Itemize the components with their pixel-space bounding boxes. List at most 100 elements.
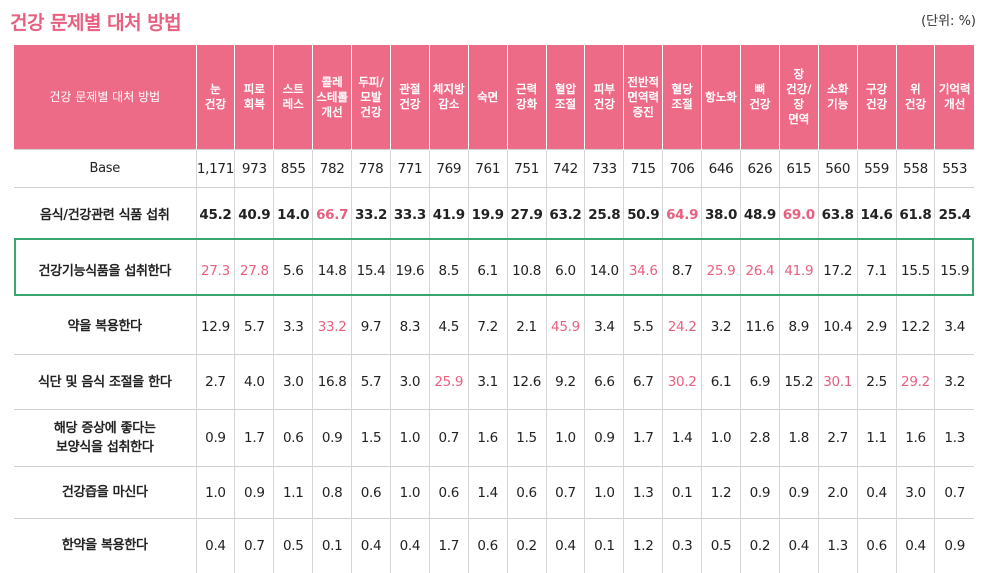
table-cell: 30.1 (817, 354, 858, 410)
table-cell: 4.0 (234, 354, 274, 410)
table-cell: 24.2 (662, 299, 702, 355)
table-cell: 63.2 (545, 187, 585, 243)
table-cell: 7.1 (856, 242, 897, 300)
table-cell: 1,171 (195, 149, 235, 188)
table-cell: 15.2 (778, 354, 819, 410)
table-cell: 69.0 (778, 187, 819, 243)
column-header: 눈 건강 (195, 45, 235, 150)
table-cell: 33.2 (312, 299, 352, 355)
row-label: 식단 및 음식 조절을 한다 (14, 354, 196, 410)
table-cell: 559 (856, 149, 897, 188)
table-cell: 2.7 (195, 354, 235, 410)
table-cell: 5.7 (351, 354, 391, 410)
unit-label: (단위: %) (921, 14, 976, 29)
table-cell: 0.4 (351, 518, 391, 573)
table-cell: 25.8 (584, 187, 624, 243)
table-cell: 3.0 (273, 354, 313, 410)
table-cell: 2.5 (856, 354, 897, 410)
table-cell: 0.7 (234, 518, 274, 573)
table-cell: 2.8 (739, 409, 780, 467)
table-cell: 27.8 (234, 242, 274, 300)
table-cell: 1.3 (817, 518, 858, 573)
table-cell: 1.7 (234, 409, 274, 467)
table-cell: 1.7 (428, 518, 469, 573)
table-cell: 7.2 (467, 299, 508, 355)
table-cell: 16.8 (312, 354, 352, 410)
table-cell: 0.1 (312, 518, 352, 573)
table-row: 약을 복용한다 12.9 5.7 3.3 33.2 9.7 8.3 4.5 7.2 2.1 45.9… (14, 299, 974, 355)
column-header: 근력 강화 (506, 45, 547, 150)
table-cell: 8.5 (428, 242, 469, 300)
table-cell: 1.8 (778, 409, 819, 467)
table-cell: 14.0 (273, 187, 313, 243)
table-cell: 0.6 (506, 466, 547, 519)
column-header: 피부 건강 (584, 45, 624, 150)
column-header: 피로 회복 (234, 45, 274, 150)
table-cell: 0.8 (312, 466, 352, 519)
table-cell: 9.2 (545, 354, 585, 410)
column-header: 기억력 개선 (934, 45, 974, 150)
table-cell: 771 (389, 149, 430, 188)
table-cell: 1.5 (351, 409, 391, 467)
table-cell: 40.9 (234, 187, 274, 243)
table-cell: 8.3 (389, 299, 430, 355)
table-cell: 30.2 (662, 354, 702, 410)
table-cell: 769 (428, 149, 469, 188)
table-cell: 15.4 (351, 242, 391, 300)
table-cell: 25.9 (428, 354, 469, 410)
table-cell: 1.6 (895, 409, 935, 467)
table-cell: 12.6 (506, 354, 547, 410)
table-cell: 761 (467, 149, 508, 188)
table-cell: 6.7 (623, 354, 663, 410)
table-row: 건강기능식품을 섭취한다 27.3 27.8 5.6 14.8 15.4 19.6 8.5 6.… (14, 242, 974, 300)
table-cell: 0.6 (428, 466, 469, 519)
table-cell: 1.6 (467, 409, 508, 467)
column-header: 전반적 면역력 증진 (623, 45, 663, 150)
table-cell: 0.5 (701, 518, 741, 573)
table-cell: 19.9 (467, 187, 508, 243)
table-cell: 0.5 (273, 518, 313, 573)
table-cell: 17.2 (817, 242, 858, 300)
table-cell: 25.9 (701, 242, 741, 300)
table-cell: 33.2 (351, 187, 391, 243)
table-cell: 558 (895, 149, 935, 188)
table-cell: 0.6 (856, 518, 897, 573)
table-row: 건강즙을 마신다 1.0 0.9 1.1 0.8 0.6 1.0 0.6 1.4 0.6 0.7 1.… (14, 466, 974, 519)
table-cell: 0.9 (739, 466, 780, 519)
table-cell: 4.5 (428, 299, 469, 355)
table-cell: 1.5 (506, 409, 547, 467)
table-cell: 0.6 (467, 518, 508, 573)
column-header: 숙면 (467, 45, 508, 150)
table-cell: 3.3 (273, 299, 313, 355)
row-label: 음식/건강관련 식품 섭취 (14, 187, 196, 243)
table-row: 식단 및 음식 조절을 한다 2.7 4.0 3.0 16.8 5.7 3.0 25.9 3.1… (14, 354, 974, 410)
column-header: 관절 건강 (389, 45, 430, 150)
table-cell: 0.4 (778, 518, 819, 573)
table-cell: 1.0 (584, 466, 624, 519)
table-cell: 0.1 (662, 466, 702, 519)
column-header: 뼈 건강 (739, 45, 780, 150)
table-cell: 48.9 (739, 187, 780, 243)
table-cell: 1.1 (273, 466, 313, 519)
column-header: 스트 레스 (273, 45, 313, 150)
table-cell: 6.9 (739, 354, 780, 410)
table-cell: 45.2 (195, 187, 235, 243)
table-cell: 0.4 (389, 518, 430, 573)
table-cell: 5.7 (234, 299, 274, 355)
row-label: 약을 복용한다 (67, 319, 142, 335)
table-cell: 1.7 (623, 409, 663, 467)
table-row: 음식/건강관련 식품 섭취 45.2 40.9 14.0 66.7 33.2 33.3 41.… (14, 187, 974, 243)
table-cell: 3.2 (934, 354, 974, 410)
table-cell: 3.0 (389, 354, 430, 410)
column-header: 혈압 조절 (545, 45, 585, 150)
table-row: 한약을 복용한다 0.4 0.7 0.5 0.1 0.4 0.4 1.7 0.6 0.2 0.4 0.… (14, 518, 974, 573)
table-cell: 33.3 (389, 187, 430, 243)
column-header: 구강 건강 (856, 45, 897, 150)
table-cell: 8.7 (662, 242, 702, 300)
table-cell: 2.7 (817, 409, 858, 467)
table-cell: 15.5 (895, 242, 935, 300)
table-cell: 10.8 (506, 242, 547, 300)
row-label: 건강즙을 마신다 (14, 466, 196, 519)
table-cell: 50.9 (623, 187, 663, 243)
table-cell: 27.9 (506, 187, 547, 243)
